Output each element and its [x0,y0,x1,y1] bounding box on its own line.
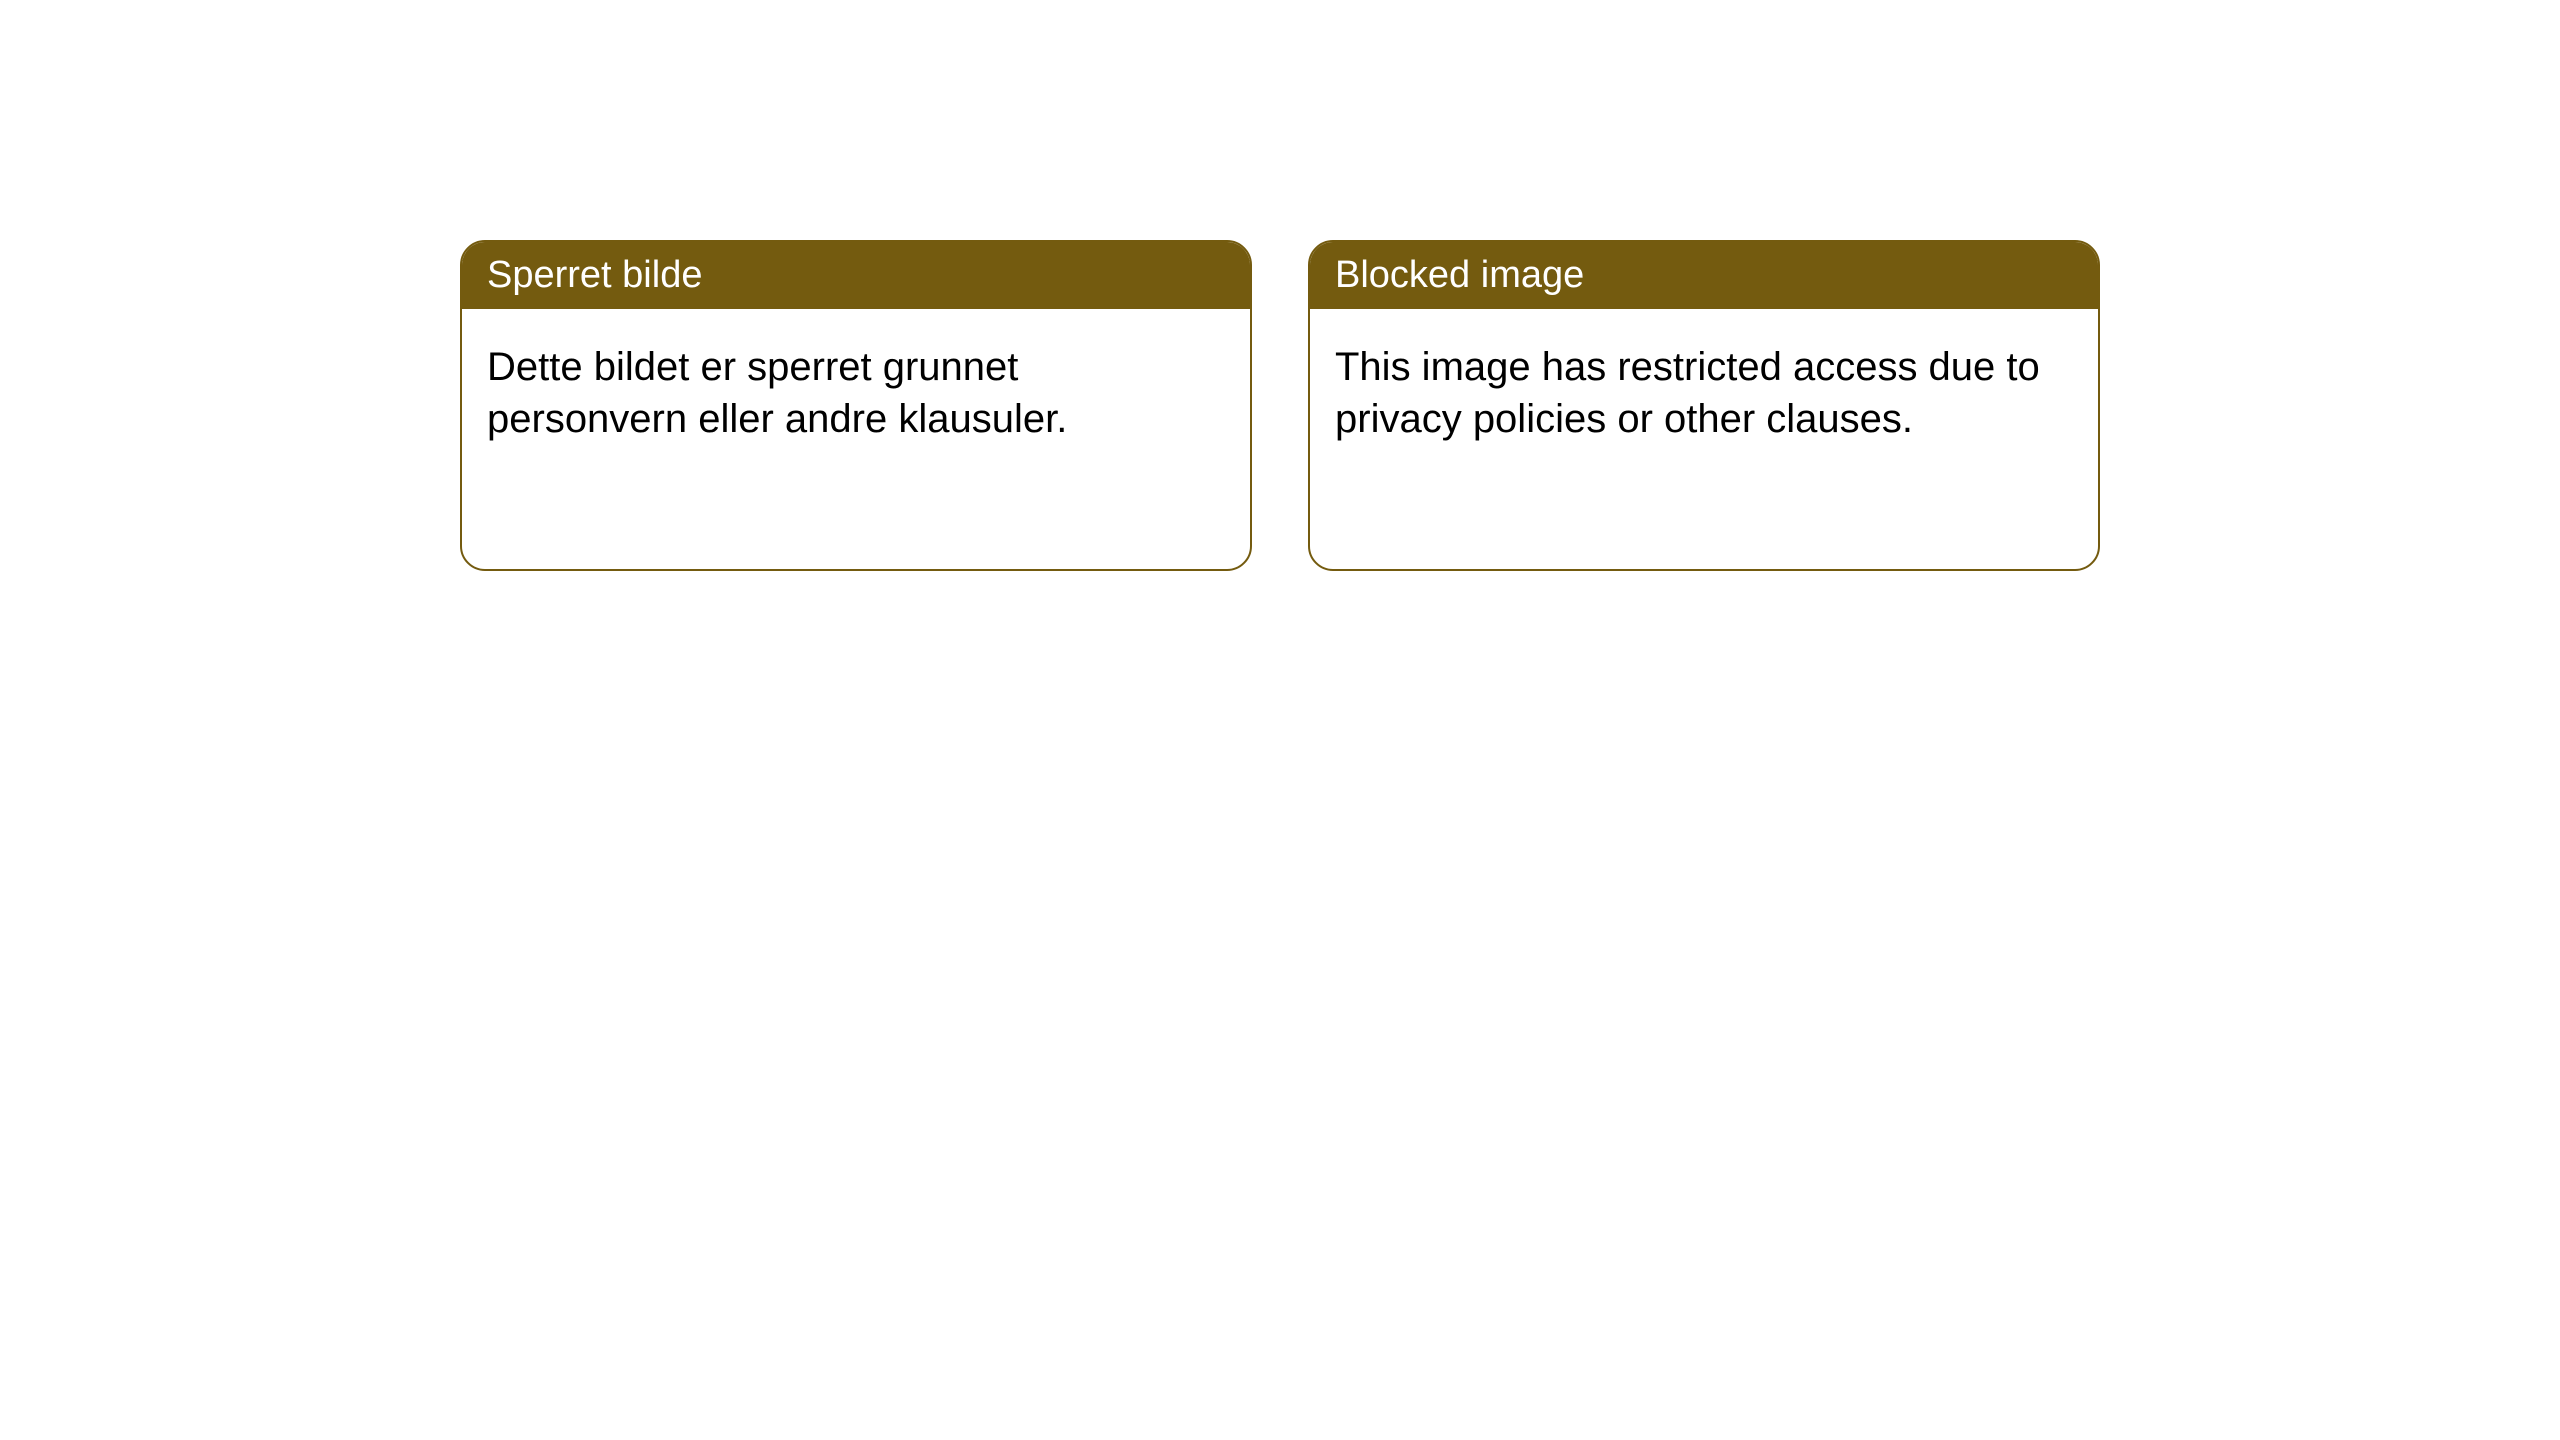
notice-card-body: This image has restricted access due to … [1310,309,2098,477]
notice-card-en: Blocked image This image has restricted … [1308,240,2100,571]
notice-card-no: Sperret bilde Dette bildet er sperret gr… [460,240,1252,571]
notice-card-header: Sperret bilde [462,242,1250,309]
notice-card-body: Dette bildet er sperret grunnet personve… [462,309,1250,477]
notice-card-header: Blocked image [1310,242,2098,309]
notice-cards-container: Sperret bilde Dette bildet er sperret gr… [460,240,2100,571]
